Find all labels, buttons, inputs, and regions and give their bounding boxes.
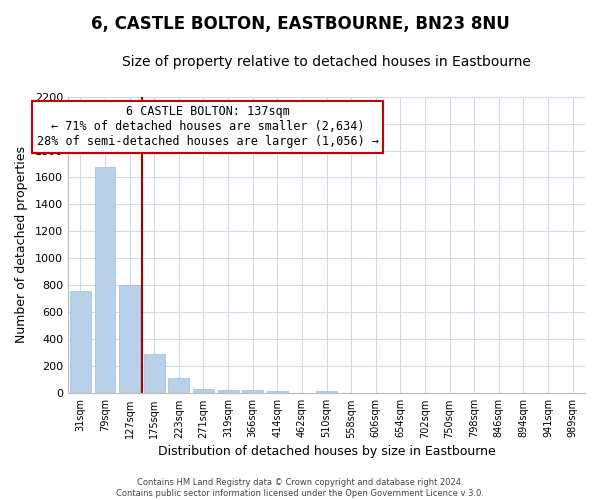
Bar <box>95 166 115 394</box>
Y-axis label: Number of detached properties: Number of detached properties <box>15 146 28 344</box>
X-axis label: Distribution of detached houses by size in Eastbourne: Distribution of detached houses by size … <box>158 444 496 458</box>
Text: 6 CASTLE BOLTON: 137sqm
← 71% of detached houses are smaller (2,634)
28% of semi: 6 CASTLE BOLTON: 137sqm ← 71% of detache… <box>37 106 379 148</box>
Bar <box>144 354 164 394</box>
Title: Size of property relative to detached houses in Eastbourne: Size of property relative to detached ho… <box>122 55 531 69</box>
Text: Contains HM Land Registry data © Crown copyright and database right 2024.
Contai: Contains HM Land Registry data © Crown c… <box>116 478 484 498</box>
Bar <box>70 291 91 394</box>
Bar <box>267 390 288 394</box>
Bar <box>316 392 337 394</box>
Bar <box>193 388 214 394</box>
Bar <box>218 390 239 394</box>
Text: 6, CASTLE BOLTON, EASTBOURNE, BN23 8NU: 6, CASTLE BOLTON, EASTBOURNE, BN23 8NU <box>91 15 509 33</box>
Bar <box>119 286 140 394</box>
Bar <box>169 378 189 394</box>
Bar <box>242 390 263 394</box>
